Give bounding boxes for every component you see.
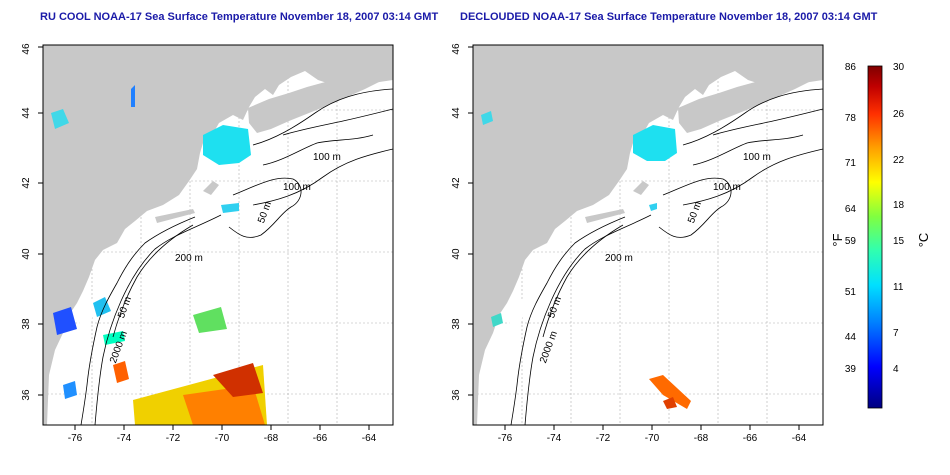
left-x-tick: -68 — [264, 433, 279, 444]
colorbar-f-tick: 44 — [845, 332, 857, 343]
right-x-tick: -68 — [694, 433, 709, 444]
left-x-tick: -74 — [117, 433, 132, 444]
right-contour-label-2: 100 m — [713, 182, 741, 193]
right-y-tick: 38 — [451, 318, 462, 330]
left-x-tick: -72 — [166, 433, 181, 444]
left-y-tick: 44 — [21, 107, 32, 119]
right-map-panel: 100 m 100 m 50 m 200 m 50 m 2000 m -76 -… — [451, 43, 824, 444]
colorbar-f-tick: 78 — [845, 113, 857, 124]
right-x-tick: -74 — [547, 433, 562, 444]
colorbar-c-tick: 11 — [893, 282, 904, 293]
colorbar-gradient — [867, 65, 883, 409]
colorbar-c-tick: 22 — [893, 155, 905, 166]
colorbar-f-tick: 86 — [845, 62, 857, 73]
colorbar-c-tick: 7 — [893, 328, 899, 339]
right-sst-overlay — [481, 111, 691, 409]
right-y-tick: 42 — [451, 177, 462, 189]
right-x-tick: -72 — [596, 433, 611, 444]
colorbar-f-tick: 39 — [845, 364, 857, 375]
colorbar-c-ticks: 30 26 22 18 15 11 7 4 — [893, 62, 905, 375]
left-x-axis: -76 -74 -72 -70 -68 -66 -64 — [68, 425, 377, 444]
left-contour-label-2: 100 m — [283, 182, 311, 193]
left-y-tick: 38 — [21, 318, 32, 330]
left-x-tick: -76 — [68, 433, 83, 444]
left-contour-label-1: 100 m — [313, 152, 341, 163]
colorbar-f-tick: 51 — [845, 287, 857, 298]
right-contour-label-4: 200 m — [605, 253, 633, 264]
colorbar-c-tick: 26 — [893, 109, 905, 120]
right-y-tick: 44 — [451, 107, 462, 119]
colorbar-f-ticks: 86 78 71 64 59 51 44 39 — [845, 62, 857, 375]
colorbar-f-tick: 71 — [845, 158, 857, 169]
colorbar-c-tick: 4 — [893, 364, 899, 375]
left-y-tick: 46 — [21, 43, 32, 55]
colorbar: 86 78 71 64 59 51 44 39 30 26 22 18 15 1… — [830, 62, 931, 409]
left-y-axis: 36 38 40 42 44 46 — [21, 43, 43, 401]
left-x-tick: -64 — [362, 433, 377, 444]
left-y-tick: 42 — [21, 177, 32, 189]
right-y-tick: 40 — [451, 248, 462, 260]
left-contour-label-4: 200 m — [175, 253, 203, 264]
right-x-tick: -64 — [792, 433, 807, 444]
right-x-tick: -76 — [498, 433, 513, 444]
colorbar-f-tick: 59 — [845, 236, 857, 247]
right-x-tick: -70 — [645, 433, 660, 444]
colorbar-celsius-label: °C — [916, 233, 931, 248]
colorbar-c-tick: 18 — [893, 200, 905, 211]
colorbar-f-tick: 64 — [845, 204, 857, 215]
left-x-tick: -66 — [313, 433, 328, 444]
colorbar-c-tick: 15 — [893, 236, 905, 247]
right-y-tick: 36 — [451, 389, 462, 401]
colorbar-c-tick: 30 — [893, 62, 905, 73]
right-map-frame — [472, 44, 824, 426]
right-y-axis: 36 38 40 42 44 46 — [451, 43, 473, 401]
right-y-tick: 46 — [451, 43, 462, 55]
colorbar-fahrenheit-label: °F — [830, 233, 845, 246]
left-map-panel: 100 m 100 m 50 m 200 m 50 m 2000 m -76 -… — [21, 43, 394, 444]
right-x-axis: -76 -74 -72 -70 -68 -66 -64 — [498, 425, 807, 444]
left-x-tick: -70 — [215, 433, 230, 444]
right-contour-label-1: 100 m — [743, 152, 771, 163]
left-map-title: RU COOL NOAA-17 Sea Surface Temperature … — [40, 11, 439, 23]
right-x-tick: -66 — [743, 433, 758, 444]
left-y-tick: 36 — [21, 389, 32, 401]
right-map-title: DECLOUDED NOAA-17 Sea Surface Temperatur… — [460, 11, 878, 23]
left-map-frame — [42, 44, 394, 426]
left-y-tick: 40 — [21, 248, 32, 260]
